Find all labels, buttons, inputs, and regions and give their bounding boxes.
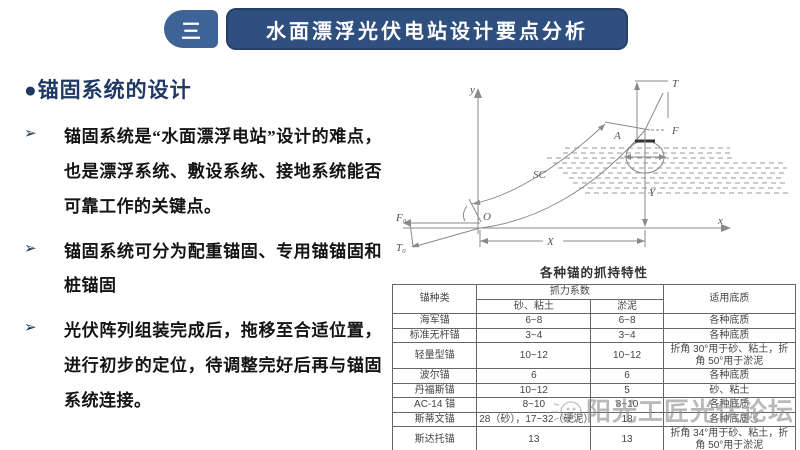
bottom-type-cell: 各种底质 xyxy=(662,313,797,329)
anchor-name-cell: 波尔锚 xyxy=(391,368,478,384)
diagram-label-dim-x: X xyxy=(546,236,555,248)
bottom-type-cell: 各种底质 xyxy=(662,327,797,343)
diagram-label-t0: T₀ xyxy=(396,242,406,254)
silt-cell: 10~12 xyxy=(590,342,664,369)
arrow-bullet-icon: ➢ xyxy=(24,318,37,337)
diagram-label-f0: F₀ xyxy=(395,212,407,224)
section-heading: ●锚固系统的设计 xyxy=(24,78,192,102)
silt-cell: 6 xyxy=(590,368,664,384)
y-dimension xyxy=(642,130,648,227)
table-row: 轻量型锚 10~12 10~12 折角 30°用于砂、粘土，折角 50°用于淤泥 xyxy=(391,342,797,369)
left-text-panel: ●锚固系统的设计 ➢ 锚固系统是“水面漂浮电站”设计的难点，也是漂浮系统、敷设系… xyxy=(24,74,382,429)
axes xyxy=(403,88,731,234)
anchor-catenary-diagram: y x O SC A T F F₀ T₀ X Y xyxy=(395,60,795,262)
diagram-label-a: A xyxy=(613,130,621,142)
slide-title: 水面漂浮光伏电站设计要点分析 xyxy=(266,20,588,43)
silt-cell: 13 xyxy=(590,426,664,450)
diagram-label-dim-y: Y xyxy=(649,187,657,199)
sand-clay-cell: 3~4 xyxy=(476,327,592,343)
sand-clay-cell: 10~12 xyxy=(476,342,592,369)
table-header-row: 锚种类 抓力系数 适用底质 xyxy=(391,284,797,314)
col-header-bottom-type: 适用底质 xyxy=(662,284,797,314)
table-row: 丹福斯锚 10~12 5 砂、粘土 xyxy=(391,382,797,398)
col-header-holding-coeff: 抓力系数 xyxy=(476,284,664,300)
anchor-name-cell: 丹福斯锚 xyxy=(391,382,478,398)
anchor-name-cell: 轻量型锚 xyxy=(391,342,478,369)
page-number: 23 xyxy=(741,410,759,427)
bullet-list: ➢ 锚固系统是“水面漂浮电站”设计的难点，也是漂浮系统、敷设系统、接地系统能否可… xyxy=(24,120,382,419)
col-header-anchor-type: 锚种类 xyxy=(391,284,478,314)
water-hatching xyxy=(547,147,790,194)
sun-face-icon xyxy=(552,401,582,423)
anchor-name-cell: 标准无杆锚 xyxy=(391,327,478,343)
diagram-svg: y x O SC A T F F₀ T₀ X Y xyxy=(395,78,790,254)
arrow-bullet-icon: ➢ xyxy=(24,124,37,142)
anchor-name-cell: 斯蒂文锚 xyxy=(391,411,478,427)
bullet-text: 锚固系统是“水面漂浮电站”设计的难点，也是漂浮系统、敷设系统、接地系统能否可靠工… xyxy=(64,127,382,216)
table-header-row: 砂、粘土 淤泥 xyxy=(393,298,796,314)
col-header-silt: 淤泥 xyxy=(590,298,664,314)
diagram-label-o: O xyxy=(483,211,491,223)
bottom-type-cell: 各种底质 xyxy=(662,368,797,384)
table-row: 标准无杆锚 3~4 3~4 各种底质 xyxy=(391,327,797,343)
chain-curve xyxy=(462,92,664,229)
bottom-type-cell: 折角 30°用于砂、粘土，折角 50°用于淤泥 xyxy=(662,342,797,369)
section-number-badge: 三 xyxy=(164,10,218,48)
bullet-text: 锚固系统可分为配重锚固、专用锚锚固和桩锚固 xyxy=(64,241,382,296)
anchor-name-cell: 斯达托锚 xyxy=(391,426,478,450)
list-item: ➢ 锚固系统是“水面漂浮电站”设计的难点，也是漂浮系统、敷设系统、接地系统能否可… xyxy=(24,120,382,225)
slide-title-bar: 水面漂浮光伏电站设计要点分析 xyxy=(226,8,628,50)
diagram-label-t: T xyxy=(672,78,679,90)
diagram-label-sc: SC xyxy=(533,169,547,181)
sc-dimension-curve xyxy=(471,121,651,205)
diagram-label-y: y xyxy=(469,84,475,96)
watermark-text: 阳光工匠光伏论坛 xyxy=(586,399,795,426)
sand-clay-cell: 13 xyxy=(476,426,592,450)
table-row: 海军锚 6~8 6~8 各种底质 xyxy=(391,313,797,329)
x-dimension xyxy=(479,230,646,247)
col-header-sand-clay: 砂、粘土 xyxy=(476,298,592,314)
diagram-label-f: F xyxy=(671,125,679,137)
anchor-forces xyxy=(403,219,481,248)
diagram-label-x: x xyxy=(717,215,723,227)
table-row: 斯达托锚 13 13 折角 34°用于砂、粘土，折角 50°用于淤泥 xyxy=(391,426,797,450)
sand-clay-cell: 6~8 xyxy=(476,313,592,329)
tension-dimension xyxy=(634,80,669,139)
arrow-bullet-icon: ➢ xyxy=(24,238,37,257)
bullet-text: 光伏阵列组装完成后，拖移至合适位置，进行初步的定位，待调整完好后再与锚固系统连接… xyxy=(64,321,382,410)
table-row: 波尔锚 6 6 各种底质 xyxy=(391,368,797,384)
anchor-table-section: 各种锚的抓持特性 锚种类 抓力系数 适用底质 砂、粘土 淤泥 海军锚 6~8 6… xyxy=(391,262,797,450)
sand-clay-cell: 6 xyxy=(476,368,592,384)
silt-cell: 6~8 xyxy=(590,313,664,329)
forum-watermark: 阳光工匠光伏论坛 xyxy=(550,388,800,432)
bottom-type-cell: 折角 34°用于砂、粘土，折角 50°用于淤泥 xyxy=(662,426,797,450)
list-item: ➢ 光伏阵列组装完成后，拖移至合适位置，进行初步的定位，待调整完好后再与锚固系统… xyxy=(24,314,382,419)
anchor-holding-table: 锚种类 抓力系数 适用底质 砂、粘土 淤泥 海军锚 6~8 6~8 各种底质 标… xyxy=(391,284,797,450)
anchor-name-cell: AC-14 锚 xyxy=(391,397,478,413)
section-number: 三 xyxy=(181,20,201,43)
table-row: 斯蒂文锚 28（砂），17~32（硬泥） 18 各种底质 xyxy=(391,411,797,427)
list-item: ➢ 锚固系统可分为配重锚固、专用锚锚固和桩锚固 xyxy=(24,235,382,305)
anchor-name-cell: 海军锚 xyxy=(391,313,478,329)
silt-cell: 3~4 xyxy=(590,327,664,343)
table-title: 各种锚的抓持特性 xyxy=(539,266,648,280)
